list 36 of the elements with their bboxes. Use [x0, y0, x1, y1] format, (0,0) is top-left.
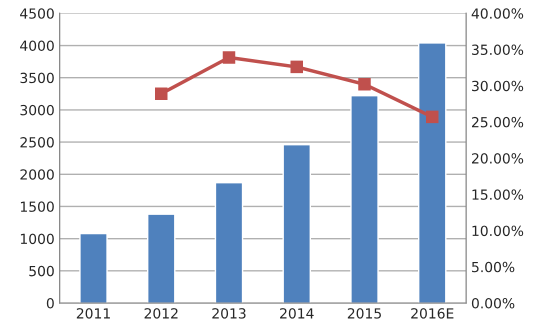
y-tick-label: 4000 — [20, 40, 54, 51]
y2-tick-label: 0.00% — [472, 298, 514, 309]
point — [426, 110, 438, 124]
y-tick-label: 4500 — [20, 8, 54, 19]
y-tick-label: 2500 — [20, 137, 54, 148]
x-tick-label: 2012 — [144, 308, 178, 319]
bar — [214, 182, 244, 304]
point — [222, 51, 236, 64]
x-tick-label: 2016E — [411, 308, 454, 319]
bar — [79, 232, 108, 304]
y-tick-label: 3000 — [20, 104, 54, 116]
x-tick-label: 2014 — [280, 308, 314, 319]
y-tick-label: 1000 — [20, 234, 54, 244]
y-tick-label: 0 — [46, 298, 54, 309]
y2-tick-label: 30.00% — [472, 80, 524, 92]
point — [154, 87, 168, 100]
x-tick-label: 2013 — [212, 308, 246, 319]
y-tick-label: 500 — [29, 266, 54, 276]
x-tick-label: 2011 — [76, 308, 110, 319]
bar — [350, 95, 379, 304]
point — [358, 78, 371, 91]
point — [290, 60, 303, 74]
y2-tick-label: 10.00% — [472, 226, 524, 236]
y2-tick-label: 15.00% — [472, 189, 524, 200]
bar — [147, 213, 176, 304]
y-tick-label: 3500 — [20, 72, 54, 84]
y2-tick-label: 35.00% — [472, 44, 524, 56]
bar — [418, 42, 446, 304]
y2-tick-label: 20.00% — [472, 153, 524, 164]
x-tick-label: 2015 — [348, 308, 381, 319]
y2-tick-label: 40.00% — [472, 8, 524, 19]
y2-tick-label: 25.00% — [472, 116, 524, 128]
bar — [282, 144, 311, 304]
y2-tick-label: 5.00% — [472, 262, 514, 272]
y-tick-label: 1500 — [20, 201, 54, 212]
y-tick-label: 2000 — [20, 169, 54, 180]
